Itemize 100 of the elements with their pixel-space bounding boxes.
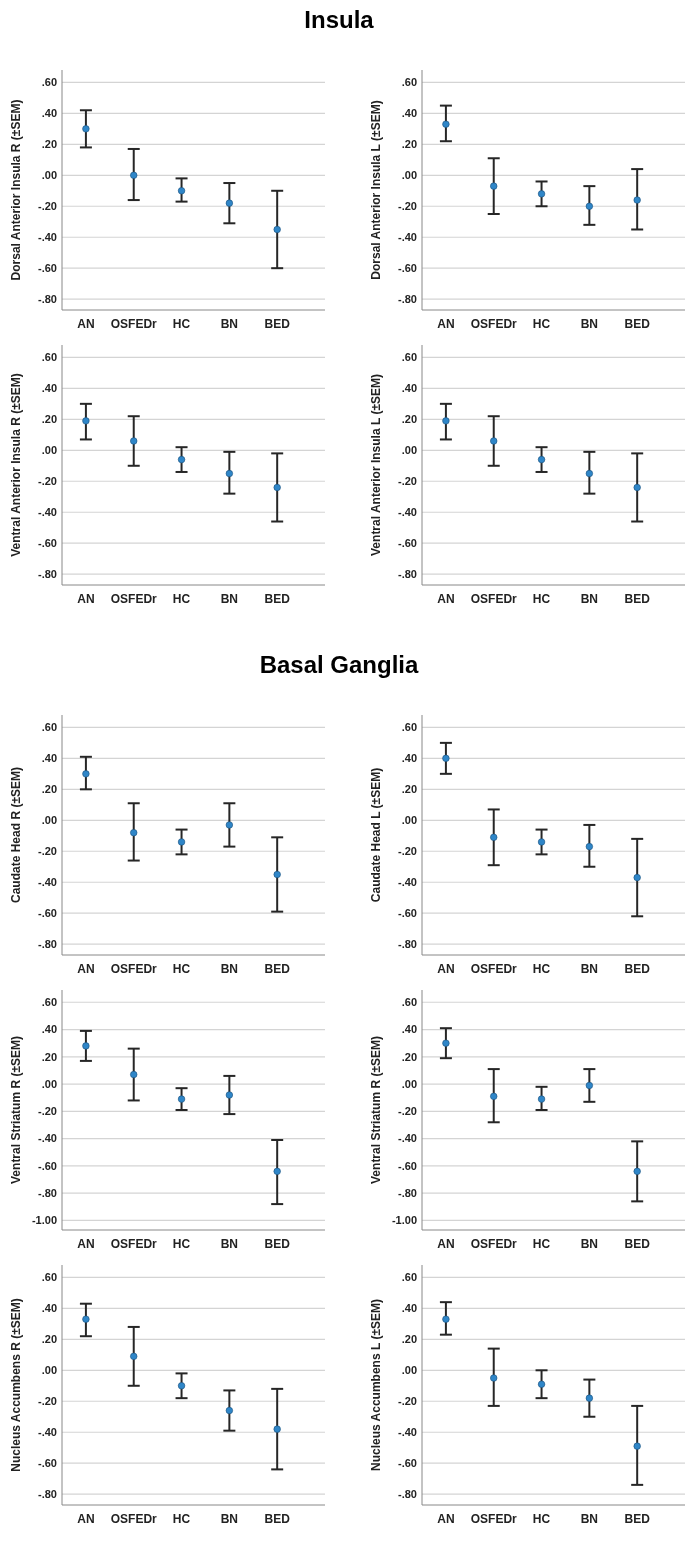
y-tick-label: -.40	[38, 231, 57, 244]
x-tick-label: HC	[172, 1512, 191, 1526]
y-tick-label: .00	[401, 1077, 417, 1090]
y-tick-label: .40	[401, 1023, 417, 1036]
y-tick-label: -.80	[398, 568, 417, 581]
y-tick-label: .40	[41, 107, 57, 120]
y-tick-label: .60	[41, 721, 57, 734]
x-tick-label: OSFEDr	[110, 1237, 158, 1251]
y-tick-label: .40	[401, 107, 417, 120]
point	[633, 1167, 641, 1175]
point	[130, 171, 138, 179]
y-axis-title: Caudate Head R (±SEM)	[9, 767, 23, 903]
y-tick-label: -.60	[398, 537, 417, 550]
x-tick-label: BN	[220, 592, 239, 606]
y-tick-label: .60	[41, 351, 57, 364]
point	[442, 754, 450, 762]
point	[273, 1425, 281, 1433]
point	[273, 225, 281, 234]
y-tick-label: .40	[41, 382, 57, 395]
y-tick-label: .00	[41, 444, 57, 457]
y-tick-label: .20	[41, 413, 57, 426]
x-tick-label: OSFEDr	[110, 1512, 158, 1526]
y-tick-label: .60	[41, 1271, 57, 1284]
point	[442, 1039, 450, 1047]
y-tick-label: .60	[401, 76, 417, 89]
point	[585, 843, 593, 851]
y-tick-label: -.40	[398, 876, 417, 889]
point	[633, 483, 641, 492]
y-tick-label: -.40	[38, 1132, 57, 1145]
x-tick-label: BN	[580, 317, 599, 331]
point	[585, 469, 593, 478]
point	[490, 833, 498, 841]
point	[82, 770, 90, 778]
y-tick-label: .40	[41, 1302, 57, 1315]
y-tick-label: .20	[401, 138, 417, 151]
x-tick-label: BN	[220, 1512, 239, 1526]
y-tick-label: -.60	[38, 1457, 57, 1470]
y-tick-label: .40	[41, 1023, 57, 1036]
y-tick-label: .20	[401, 1333, 417, 1346]
y-tick-label: -.40	[398, 1132, 417, 1145]
y-tick-label: -.80	[398, 293, 417, 306]
point	[585, 202, 593, 210]
point	[177, 187, 186, 195]
point	[82, 1315, 90, 1323]
point	[537, 455, 546, 464]
y-tick-label: -.80	[38, 293, 57, 306]
x-tick-label: BN	[220, 962, 239, 976]
point	[442, 1315, 450, 1323]
x-tick-label: AN	[437, 592, 455, 606]
chart-title: Basal Ganglia	[259, 651, 420, 678]
y-tick-label: -.40	[38, 506, 57, 519]
y-tick-label: .20	[401, 413, 417, 426]
y-tick-label: -.40	[398, 231, 417, 244]
point	[225, 821, 233, 829]
point	[82, 1042, 90, 1050]
y-tick-label: -.20	[398, 845, 417, 858]
point	[537, 838, 546, 846]
y-axis-title: Dorsal Anterior Insula L (±SEM)	[369, 100, 383, 280]
x-tick-label: BED	[624, 1237, 651, 1251]
y-tick-label: -.20	[398, 1395, 417, 1408]
x-tick-label: AN	[437, 962, 455, 976]
y-tick-label: .20	[41, 1050, 57, 1063]
x-tick-label: AN	[437, 1512, 455, 1526]
y-tick-label: -.20	[398, 1105, 417, 1118]
x-tick-label: BN	[580, 962, 599, 976]
y-tick-label: -.20	[38, 1395, 57, 1408]
x-tick-label: BED	[264, 317, 291, 331]
x-tick-label: BED	[264, 1237, 291, 1251]
point	[585, 1394, 593, 1402]
point	[225, 199, 233, 207]
y-tick-label: .40	[401, 752, 417, 765]
point	[585, 1081, 593, 1090]
x-tick-label: OSFEDr	[470, 592, 518, 606]
point	[633, 873, 641, 882]
x-tick-label: BN	[580, 1237, 599, 1251]
y-tick-label: -.20	[398, 475, 417, 488]
y-tick-label: .60	[401, 721, 417, 734]
x-tick-label: BED	[624, 962, 651, 976]
y-axis-title: Ventral Striatum R (±SEM)	[9, 1036, 23, 1184]
y-tick-label: .60	[401, 1271, 417, 1284]
point	[537, 1380, 546, 1388]
y-tick-label: -.20	[38, 1105, 57, 1118]
x-tick-label: AN	[77, 962, 95, 976]
x-tick-label: BN	[580, 592, 599, 606]
point	[490, 1092, 498, 1100]
y-axis-title: Ventral Striatum R (±SEM)	[369, 1036, 383, 1184]
y-tick-label: -.80	[398, 1488, 417, 1501]
chart-title: Insula	[304, 6, 375, 33]
x-tick-label: HC	[172, 1237, 191, 1251]
point	[177, 838, 186, 846]
point	[130, 1352, 138, 1360]
x-tick-label: HC	[172, 962, 191, 976]
y-tick-label: .00	[401, 814, 417, 827]
point	[273, 483, 281, 492]
x-tick-label: AN	[77, 1237, 95, 1251]
y-tick-label: -.80	[38, 1488, 57, 1501]
point	[130, 1070, 138, 1079]
y-tick-label: -.40	[38, 1426, 57, 1439]
y-tick-label: -.40	[38, 876, 57, 889]
x-tick-label: HC	[532, 962, 551, 976]
